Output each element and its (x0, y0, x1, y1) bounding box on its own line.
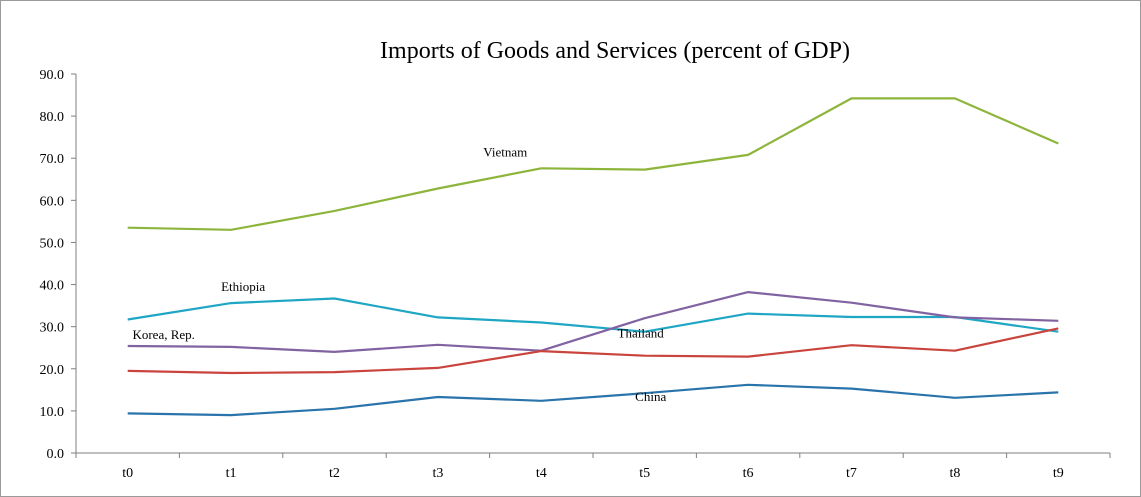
series-line-vietnam (127, 97, 1059, 231)
x-tick-label: t6 (743, 466, 754, 481)
x-tick-label: t1 (226, 466, 237, 481)
y-tick-label: 60.0 (40, 194, 65, 209)
y-tick-label: 90.0 (40, 68, 65, 83)
series-lines (127, 97, 1059, 417)
y-tick-label: 40.0 (40, 279, 65, 294)
x-tick-label: t2 (329, 466, 340, 481)
series-labels: Vietnam Ethiopia Korea, Rep. Thailand China (132, 144, 666, 404)
series-line-thailand (127, 327, 1059, 375)
x-tick-label: t7 (846, 466, 857, 481)
series-label-vietnam: Vietnam (483, 144, 527, 159)
y-tick-label: 70.0 (40, 152, 65, 167)
x-tick-label: t5 (639, 466, 650, 481)
series-line-korea-rep (127, 291, 1059, 353)
series-label-china: China (635, 389, 666, 404)
series-line-ethiopia (127, 297, 1059, 333)
y-tick-label: 20.0 (40, 363, 65, 378)
y-tick-label: 0.0 (47, 447, 65, 462)
x-tick-label: t3 (432, 466, 443, 481)
y-tick-label: 80.0 (40, 110, 65, 125)
series-label-korea-rep: Korea, Rep. (132, 327, 194, 342)
y-tick-label: 30.0 (40, 321, 65, 336)
series-line-china (127, 383, 1059, 417)
y-tick-label: 50.0 (40, 236, 65, 251)
series-label-thailand: Thailand (618, 326, 665, 341)
series-label-ethiopia: Ethiopia (221, 279, 265, 294)
y-tick-label: 10.0 (40, 405, 65, 420)
x-tick-label: t8 (949, 466, 960, 481)
x-tick-label: t0 (122, 466, 133, 481)
x-tick-label: t4 (536, 466, 547, 481)
axes: 0.0 10.0 20.0 30.0 40.0 50.0 60.0 70.0 80.0 90.0 t… (40, 68, 1111, 481)
x-tick-label: t9 (1053, 466, 1064, 481)
chart-title: Imports of Goods and Services (percent o… (380, 38, 850, 64)
